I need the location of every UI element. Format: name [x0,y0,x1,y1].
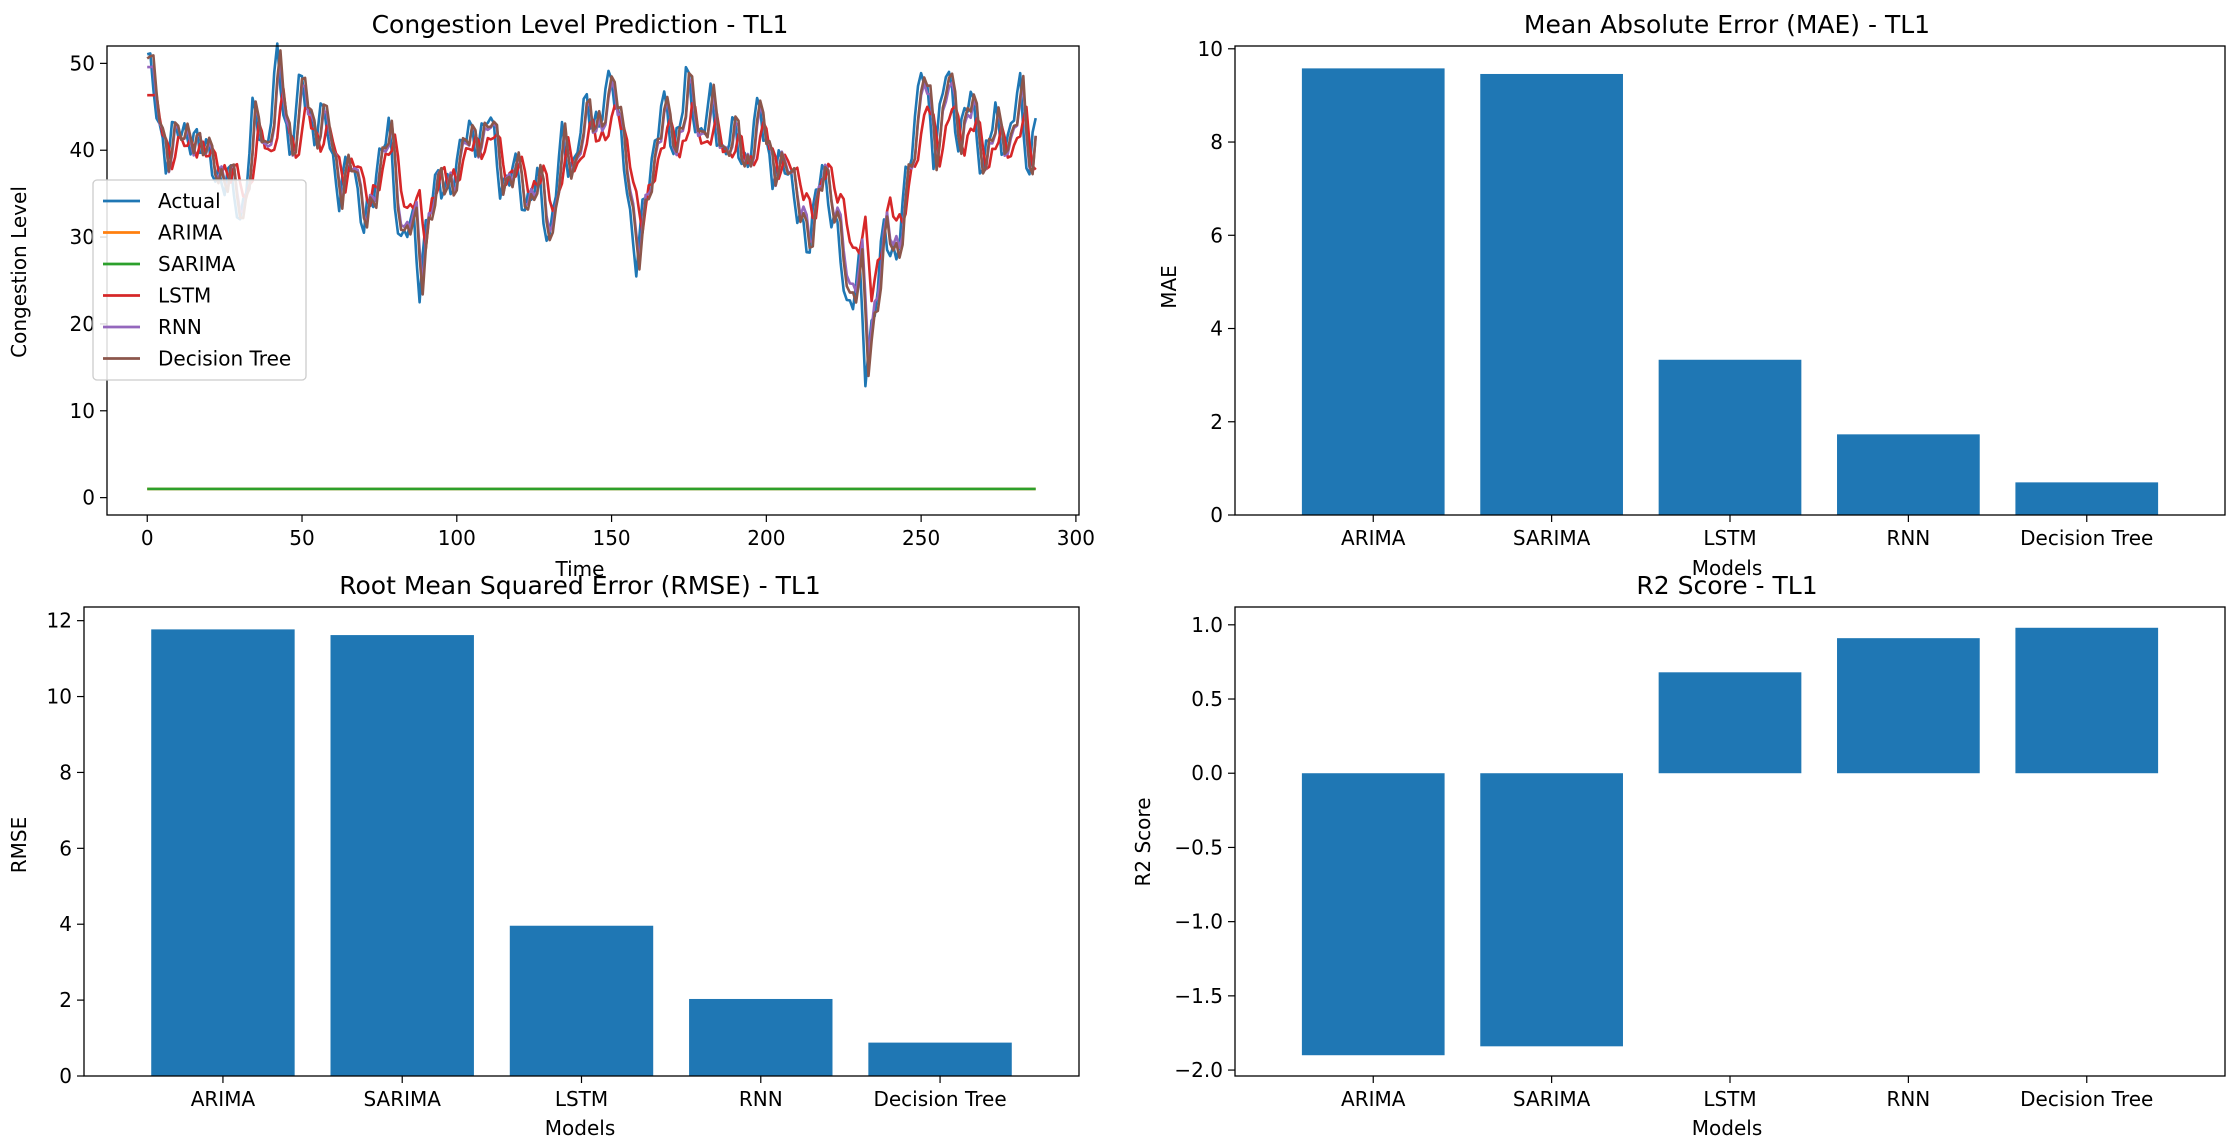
y-tick-label: 0.5 [1191,687,1223,711]
x-tick-label: SARIMA [363,1087,441,1111]
y-tick-label: 10 [70,399,95,423]
r2-bar-chart: R2 Score - TL1 Models R2 Score −2.0−1.5−… [1131,571,2226,1140]
bar-rnn [689,998,833,1076]
x-tick-label: Decision Tree [873,1087,1006,1111]
x-tick-label: LSTM [1703,526,1756,550]
bar-lstm [1658,672,1802,774]
y-tick-label: −0.5 [1174,835,1223,859]
legend-label-actual: Actual [158,189,221,213]
y-tick-label: 8 [59,760,72,784]
x-tick-label: 200 [747,526,785,550]
x-tick-label: LSTM [555,1087,608,1111]
x-axis-label: Models [1692,1116,1762,1140]
y-tick-label: −2.0 [1174,1058,1223,1082]
bar-sarima [330,635,474,1076]
y-tick-label: 2 [59,988,72,1012]
x-tick-label: 50 [289,526,314,550]
x-tick-label: Decision Tree [2020,1087,2153,1111]
y-tick-label: 50 [70,51,95,75]
chart-title: Congestion Level Prediction - TL1 [372,10,789,39]
x-tick-label: RNN [1886,526,1930,550]
axes-frame [83,606,1080,1077]
y-tick-label: 40 [70,138,95,162]
x-tick-label: 300 [1057,526,1095,550]
bar-lstm [509,925,654,1076]
y-tick-label: 8 [1210,130,1223,154]
legend-label-rnn: RNN [158,315,202,339]
x-tick-label: SARIMA [1513,526,1591,550]
x-axis-label: Models [1692,556,1762,580]
y-tick-label: 0 [82,486,95,510]
x-tick-label: 0 [141,526,154,550]
x-tick-label: 250 [902,526,940,550]
x-tick-label: Decision Tree [2020,526,2153,550]
y-tick-label: −1.0 [1174,910,1223,934]
axes-frame [1234,606,2226,1077]
bar-sarima [1480,73,1623,515]
y-tick-label: 10 [47,685,72,709]
legend: Actual ARIMA SARIMA LSTM RNN Decision Tree [92,179,307,381]
plot-area: 0 2 4 6 8 10 12 ARIMA SARIMA LSTM RNN Decision Tree [47,606,1080,1111]
x-tick-label: ARIMA [1341,526,1406,550]
legend-box [92,179,307,381]
bar-decision-tree [2015,482,2159,515]
series-line-decision-tree [146,49,1037,378]
y-tick-label: 12 [47,609,72,633]
y-axis-label: R2 Score [1131,798,1155,887]
y-tick-label: 2 [1210,410,1223,434]
bar-rnn [1837,638,1980,774]
y-tick-label: 30 [70,225,95,249]
x-tick-label: ARIMA [1341,1087,1406,1111]
plot-area: −2.0 −1.5 −1.0 −0.5 0.0 0.5 1.0 ARIMA SARIMA LSTM… [1174,606,2226,1111]
y-tick-label: 20 [70,312,95,336]
legend-label-decision-tree: Decision Tree [158,347,291,371]
plot-area: 0 50 100 150 200 250 300 0 10 20 30 40 50 Actual ARIMA… [70,42,1095,550]
x-tick-label: RNN [1886,1087,1930,1111]
mae-bar-chart: Mean Absolute Error (MAE) - TL1 Models M… [1157,10,2226,580]
y-axis-label: MAE [1157,265,1181,309]
congestion-prediction-chart: Congestion Level Prediction - TL1 Time C… [7,10,1095,581]
x-axis-label: Models [545,1116,615,1140]
x-tick-label: LSTM [1703,1087,1756,1111]
bar-decision-tree [868,1042,1012,1076]
y-tick-label: 6 [59,836,72,860]
axes-frame [1234,45,2226,516]
chart-title: Root Mean Squared Error (RMSE) - TL1 [339,571,821,600]
bar-arima [151,629,295,1076]
y-axis-label: RMSE [7,817,31,873]
x-tick-label: RNN [739,1087,783,1111]
bar-arima [1301,773,1445,1056]
x-tick-label: 150 [592,526,630,550]
chart-title: R2 Score - TL1 [1636,571,1817,600]
bar-lstm [1658,359,1802,515]
bar-decision-tree [2015,627,2159,774]
y-tick-label: 1.0 [1191,613,1223,637]
y-tick-label: 10 [1198,37,1223,61]
bar-sarima [1480,773,1623,1047]
y-tick-label: −1.5 [1174,984,1223,1008]
y-tick-label: 0 [1210,503,1223,527]
rmse-bar-chart: Root Mean Squared Error (RMSE) - TL1 Mod… [7,571,1080,1140]
y-tick-label: 4 [59,912,72,936]
legend-label-arima: ARIMA [158,221,223,245]
y-tick-label: 0 [59,1064,72,1088]
x-axis-label: Time [555,557,605,581]
plot-area: 0 2 4 6 8 10 ARIMA SARIMA LSTM RNN Decision Tree [1198,37,2226,550]
y-tick-label: 4 [1210,317,1223,341]
x-tick-label: SARIMA [1513,1087,1591,1111]
y-tick-label: 0.0 [1191,761,1223,785]
chart-title: Mean Absolute Error (MAE) - TL1 [1524,10,1930,39]
legend-label-sarima: SARIMA [158,252,236,276]
bar-rnn [1837,434,1980,515]
y-tick-label: 6 [1210,223,1223,247]
legend-label-lstm: LSTM [158,284,211,308]
y-axis-label: Congestion Level [7,186,31,358]
x-tick-label: 100 [438,526,476,550]
x-tick-label: ARIMA [191,1087,256,1111]
bar-arima [1301,68,1445,515]
